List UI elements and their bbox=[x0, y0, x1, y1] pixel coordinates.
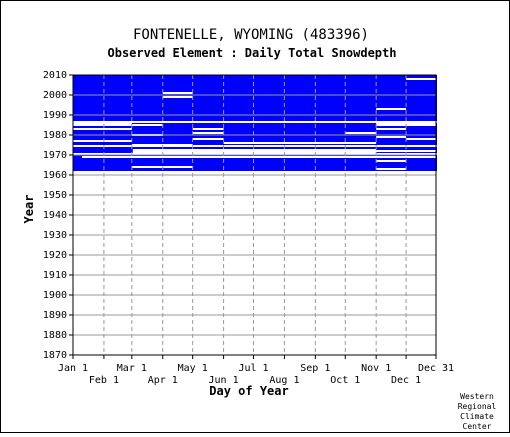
gap-mark bbox=[73, 140, 132, 142]
data-coverage bbox=[73, 75, 438, 171]
gap-mark bbox=[376, 122, 436, 124]
gap-mark bbox=[73, 128, 132, 130]
y-tick-label: 1870 bbox=[43, 350, 67, 361]
gap-mark bbox=[376, 128, 407, 130]
y-tick-label: 1970 bbox=[43, 150, 67, 161]
gap-mark bbox=[81, 156, 436, 158]
y-tick-label: 2000 bbox=[43, 90, 67, 101]
gap-mark bbox=[162, 92, 193, 94]
gap-mark bbox=[73, 122, 132, 124]
gap-mark bbox=[376, 108, 407, 110]
gap-mark bbox=[345, 132, 377, 134]
gap-mark bbox=[192, 132, 224, 134]
gap-mark bbox=[199, 150, 436, 152]
y-tick-label: 1930 bbox=[43, 230, 67, 241]
coverage-block bbox=[73, 75, 437, 121]
credit-line: Regional bbox=[458, 402, 497, 411]
gap-mark bbox=[376, 168, 407, 170]
x-tick-label: Oct 1 bbox=[330, 375, 360, 386]
gap-mark bbox=[406, 78, 436, 80]
gap-mark bbox=[131, 124, 163, 126]
y-tick-label: 1960 bbox=[43, 170, 67, 181]
gap-mark bbox=[192, 138, 224, 140]
x-tick-label: Nov 1 bbox=[361, 363, 391, 374]
x-tick-label: Dec 31 bbox=[418, 363, 454, 374]
y-axis-ticks: 2010 2000 1990 1980 1970 1960 1950 1940 1930 1920… bbox=[43, 70, 73, 361]
y-tick-label: 1880 bbox=[43, 330, 67, 341]
chart-subtitle: Observed Element : Daily Total Snowdepth bbox=[108, 46, 397, 60]
x-tick-label: Mar 1 bbox=[117, 363, 147, 374]
y-tick-label: 1990 bbox=[43, 110, 67, 121]
x-tick-label: Apr 1 bbox=[148, 375, 178, 386]
y-tick-label: 1910 bbox=[43, 270, 67, 281]
y-tick-label: 1900 bbox=[43, 290, 67, 301]
gap-mark bbox=[406, 138, 436, 140]
credit-line: Climate bbox=[460, 412, 494, 421]
y-tick-label: 1890 bbox=[43, 310, 67, 321]
y-tick-label: 1980 bbox=[43, 130, 67, 141]
chart-title: FONTENELLE, WYOMING (483396) bbox=[133, 27, 369, 43]
y-tick-label: 1920 bbox=[43, 250, 67, 261]
y-tick-label: 2010 bbox=[43, 70, 67, 81]
y-tick-label: 1940 bbox=[43, 210, 67, 221]
credit-line: Western bbox=[460, 392, 494, 401]
x-tick-label: May 1 bbox=[178, 363, 208, 374]
x-tick-label: Feb 1 bbox=[89, 375, 119, 386]
x-tick-label: Dec 1 bbox=[391, 375, 421, 386]
credit-line: Center bbox=[463, 422, 492, 431]
x-tick-label: Sep 1 bbox=[300, 363, 330, 374]
x-tick-label: Aug 1 bbox=[269, 375, 299, 386]
gap-mark bbox=[376, 136, 407, 138]
gap-mark bbox=[162, 96, 193, 98]
gap-mark bbox=[223, 142, 377, 144]
x-axis-label: Day of Year bbox=[209, 384, 288, 398]
x-axis-ticks: Jan 1 Mar 1 May 1 Jul 1 Sep 1 Nov 1 Dec 31 Feb … bbox=[58, 355, 454, 386]
gap-mark bbox=[192, 128, 224, 130]
x-tick-label: Jul 1 bbox=[238, 363, 268, 374]
coverage-block bbox=[73, 123, 437, 145]
gap-mark bbox=[376, 160, 407, 162]
y-axis-label: Year bbox=[22, 195, 36, 224]
gap-mark bbox=[73, 124, 132, 126]
x-tick-label: Jan 1 bbox=[58, 363, 88, 374]
y-tick-label: 1950 bbox=[43, 190, 67, 201]
coverage-block bbox=[73, 147, 133, 153]
x-tick-label: Jun 1 bbox=[209, 375, 239, 386]
